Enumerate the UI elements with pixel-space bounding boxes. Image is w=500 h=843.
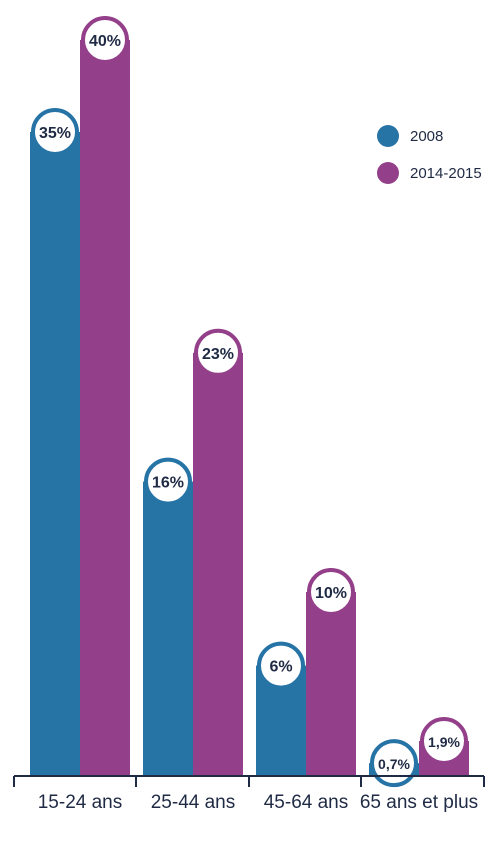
legend: 2008 2014-2015 [377,125,482,184]
data-label-s1-1: 16% [152,475,184,492]
label-marker-s2-2 [307,568,355,616]
bar-s2-2 [306,592,356,776]
data-label-markers: 35% 40% 16% 23% 6% 10% 0,7% 1,9% [31,16,468,788]
data-label-s2-2: 10% [315,585,347,602]
label-marker-s2-0 [81,16,129,64]
bars-group [30,40,469,776]
legend-swatch-1 [377,162,399,184]
data-label-s2-0: 40% [89,33,121,50]
bar-s1-1 [143,481,193,776]
category-label-1: 25-44 ans [151,792,236,813]
legend-label-1: 2014-2015 [410,165,482,182]
data-label-s2-1: 23% [202,346,234,363]
label-marker-s1-1 [144,457,192,506]
category-labels: 15-24 ans 25-44 ans 45-64 ans 65 ans et plu… [38,792,478,813]
data-label-s1-0: 35% [39,125,71,142]
label-marker-s1-2 [257,641,305,690]
category-label-2: 45-64 ans [264,792,349,813]
label-marker-s2-1 [194,328,242,377]
label-marker-s2-3 [420,717,468,766]
category-label-3: 65 ans et plus [360,792,478,813]
label-marker-s1-0 [31,108,79,156]
data-label-s1-2: 6% [269,659,292,676]
label-marker-s1-3 [370,739,418,788]
data-label-s1-3: 0,7% [378,756,410,772]
x-axis [13,775,485,787]
category-label-0: 15-24 ans [38,792,123,813]
legend-label-0: 2008 [410,128,443,145]
bar-s2-1 [193,352,243,776]
bar-s1-0 [30,132,80,776]
data-label-s2-3: 1,9% [428,734,460,750]
legend-swatch-0 [377,125,399,147]
bar-s2-0 [80,40,130,776]
